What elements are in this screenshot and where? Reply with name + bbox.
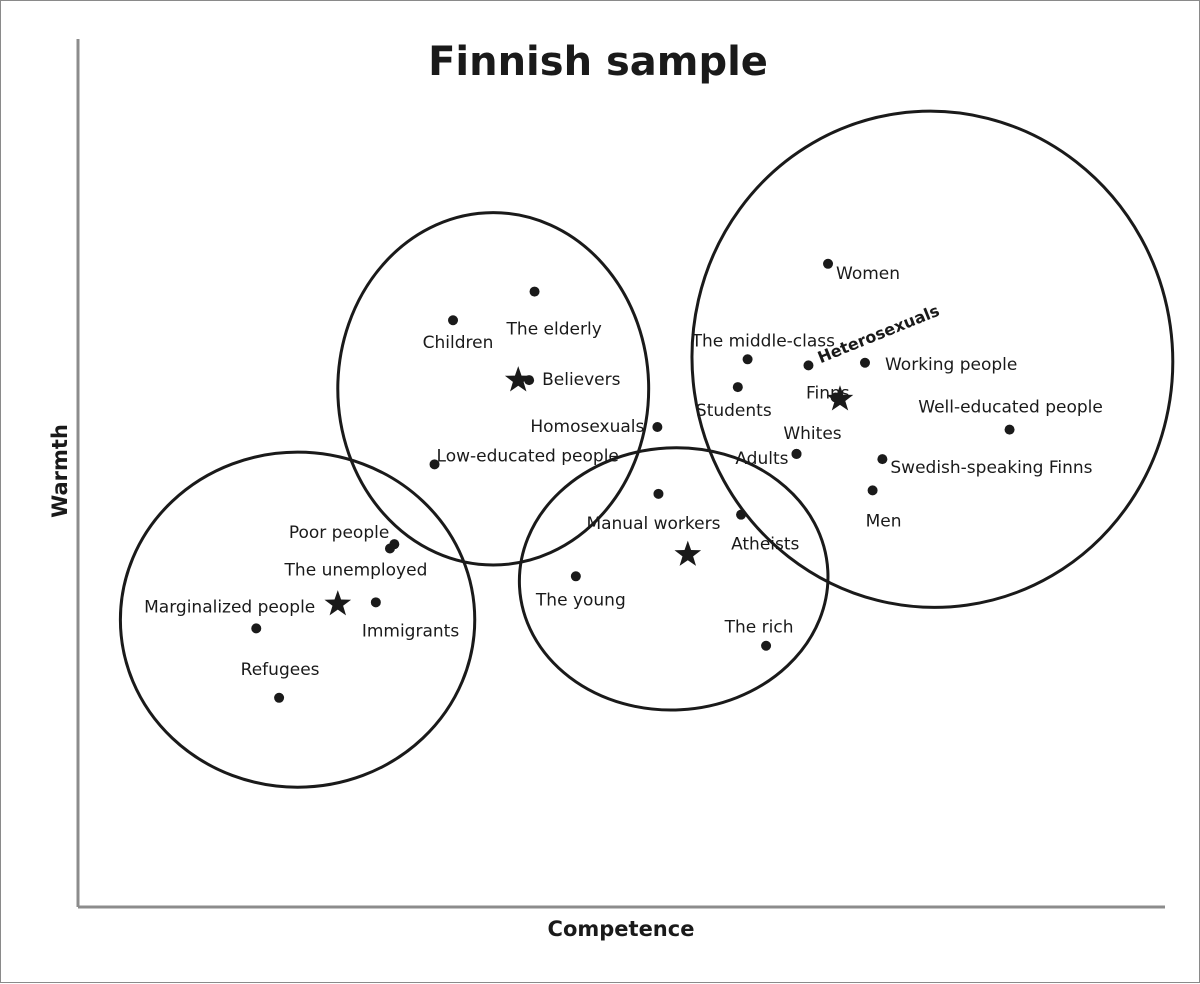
cluster-centers [324, 366, 854, 616]
data-point [370, 597, 381, 608]
data-point [761, 640, 772, 651]
chart-title: Finnish sample [428, 39, 768, 85]
point-label: Working people [885, 355, 1017, 375]
data-points [251, 258, 1015, 703]
point-label: The elderly [506, 320, 602, 340]
point-label: The rich [724, 618, 794, 638]
data-point [877, 454, 888, 465]
cluster-center-star [504, 366, 532, 392]
cluster-center-star [324, 590, 352, 616]
data-point [803, 360, 814, 371]
point-label: Poor people [289, 523, 389, 543]
cluster-ellipse [690, 109, 1175, 609]
point-label: Manual workers [586, 514, 720, 534]
cluster-center-star [826, 385, 854, 411]
data-point [274, 692, 285, 703]
data-point [791, 448, 802, 459]
point-label: Believers [542, 370, 621, 390]
point-label: Swedish-speaking Finns [890, 458, 1092, 478]
x-axis-label: Competence [548, 917, 695, 941]
cluster-ellipse [517, 446, 830, 712]
data-point [529, 286, 540, 297]
y-axis-label: Warmth [48, 424, 72, 518]
point-label: Finns [806, 383, 850, 403]
data-point [742, 354, 753, 365]
data-point [732, 382, 743, 393]
point-label: The middle-class [691, 331, 836, 351]
cluster-ellipse [118, 450, 477, 789]
cluster-ellipses [118, 109, 1175, 789]
data-point [429, 459, 440, 470]
point-label: Marginalized people [144, 597, 315, 617]
point-label: Students [696, 401, 772, 421]
data-point [652, 421, 663, 432]
point-label: Whites [783, 424, 841, 444]
point-label: Adults [735, 449, 788, 469]
point-label: Immigrants [362, 621, 459, 641]
data-point [867, 485, 878, 496]
data-point [251, 623, 262, 634]
data-point [384, 543, 395, 554]
point-label: Children [423, 333, 494, 353]
data-point [823, 258, 834, 269]
point-label: Women [836, 264, 900, 284]
point-label: Atheists [731, 535, 799, 555]
point-label: Homosexuals [530, 417, 644, 437]
data-point [570, 571, 581, 582]
point-label: The unemployed [284, 561, 428, 581]
data-point [736, 509, 747, 520]
data-point [448, 315, 459, 326]
data-point [1004, 424, 1015, 435]
point-label: The young [535, 590, 626, 610]
point-label: Well-educated people [918, 398, 1103, 418]
cluster-ellipse [336, 211, 651, 567]
data-point [653, 488, 664, 499]
point-label: Low-educated people [437, 446, 619, 466]
point-label: Refugees [241, 660, 320, 680]
cluster-center-star [674, 540, 702, 566]
data-point [859, 357, 870, 368]
point-label: Men [866, 511, 902, 531]
